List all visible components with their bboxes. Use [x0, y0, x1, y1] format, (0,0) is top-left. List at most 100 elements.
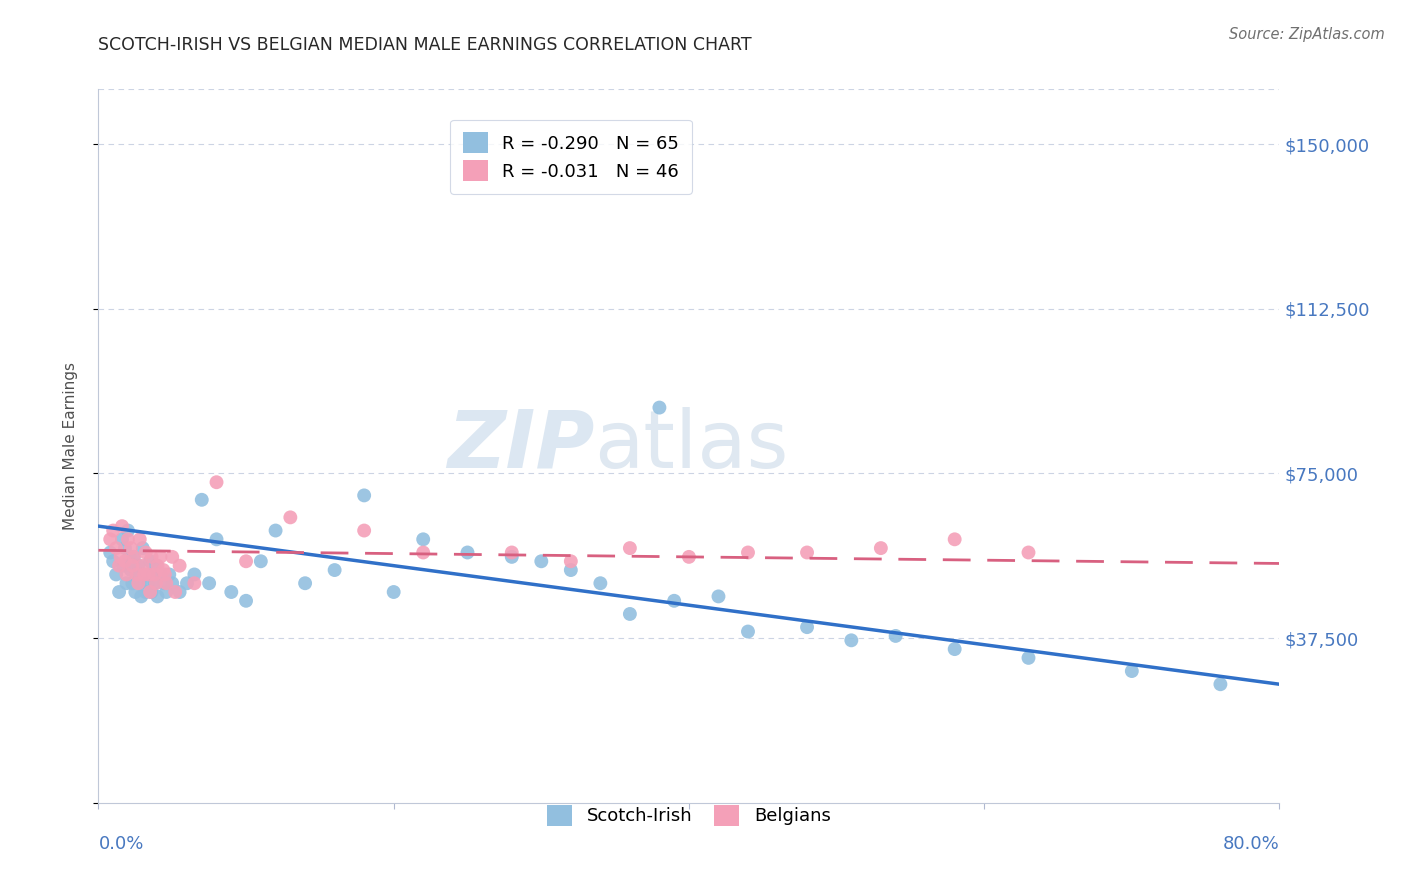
- Point: [132, 541, 155, 555]
- Point: [841, 633, 863, 648]
- Point: [152, 576, 174, 591]
- Point: [149, 549, 172, 564]
- Point: [141, 549, 163, 564]
- Point: [294, 576, 316, 591]
- Point: [412, 545, 434, 559]
- Point: [155, 585, 177, 599]
- Point: [501, 549, 523, 564]
- Point: [114, 541, 136, 555]
- Point: [264, 524, 287, 538]
- Point: [235, 554, 257, 568]
- Point: [250, 554, 273, 568]
- Point: [111, 533, 134, 547]
- Point: [323, 563, 346, 577]
- Point: [128, 576, 150, 591]
- Point: [146, 558, 169, 573]
- Point: [134, 567, 156, 582]
- Point: [169, 558, 191, 573]
- Point: [183, 567, 205, 582]
- Point: [221, 585, 243, 599]
- Point: [143, 567, 166, 582]
- Point: [136, 567, 159, 582]
- Legend: Scotch-Irish, Belgians: Scotch-Irish, Belgians: [540, 797, 838, 833]
- Point: [149, 567, 172, 582]
- Point: [205, 533, 228, 547]
- Point: [412, 533, 434, 547]
- Point: [127, 558, 149, 573]
- Point: [127, 576, 149, 591]
- Point: [121, 558, 143, 573]
- Point: [884, 629, 907, 643]
- Point: [560, 554, 582, 568]
- Point: [112, 558, 135, 573]
- Point: [115, 567, 138, 582]
- Point: [678, 549, 700, 564]
- Point: [141, 585, 163, 599]
- Point: [157, 567, 180, 582]
- Point: [135, 545, 157, 559]
- Point: [457, 545, 479, 559]
- Point: [1018, 651, 1040, 665]
- Point: [943, 642, 966, 657]
- Point: [1209, 677, 1232, 691]
- Point: [235, 594, 257, 608]
- Point: [560, 563, 582, 577]
- Point: [145, 558, 167, 573]
- Point: [105, 567, 128, 582]
- Point: [121, 576, 143, 591]
- Point: [664, 594, 686, 608]
- Point: [382, 585, 405, 599]
- Point: [737, 624, 759, 639]
- Point: [619, 607, 641, 621]
- Text: 80.0%: 80.0%: [1223, 835, 1279, 853]
- Point: [125, 567, 148, 582]
- Point: [105, 541, 128, 555]
- Point: [619, 541, 641, 555]
- Point: [162, 549, 183, 564]
- Point: [155, 576, 177, 591]
- Point: [110, 549, 132, 564]
- Point: [152, 563, 174, 577]
- Point: [122, 549, 145, 564]
- Point: [98, 545, 121, 559]
- Point: [198, 576, 221, 591]
- Point: [191, 492, 214, 507]
- Point: [205, 475, 228, 490]
- Point: [98, 533, 121, 547]
- Point: [138, 576, 160, 591]
- Point: [169, 585, 191, 599]
- Point: [589, 576, 612, 591]
- Point: [115, 576, 138, 591]
- Point: [870, 541, 893, 555]
- Point: [108, 558, 131, 573]
- Point: [353, 524, 375, 538]
- Point: [165, 585, 187, 599]
- Point: [108, 585, 131, 599]
- Point: [117, 533, 139, 547]
- Point: [135, 585, 157, 599]
- Text: Source: ZipAtlas.com: Source: ZipAtlas.com: [1229, 27, 1385, 42]
- Point: [120, 563, 142, 577]
- Point: [648, 401, 671, 415]
- Point: [138, 567, 160, 582]
- Point: [145, 576, 167, 591]
- Point: [120, 541, 142, 555]
- Point: [128, 533, 150, 547]
- Point: [103, 524, 125, 538]
- Point: [796, 620, 818, 634]
- Point: [139, 585, 162, 599]
- Point: [501, 545, 523, 559]
- Point: [124, 585, 146, 599]
- Point: [280, 510, 302, 524]
- Point: [103, 554, 125, 568]
- Point: [125, 567, 148, 582]
- Point: [943, 533, 966, 547]
- Point: [142, 567, 165, 582]
- Point: [796, 545, 818, 559]
- Point: [707, 590, 730, 604]
- Text: ZIP: ZIP: [447, 407, 595, 485]
- Point: [530, 554, 553, 568]
- Point: [114, 554, 136, 568]
- Point: [118, 549, 141, 564]
- Point: [117, 524, 139, 538]
